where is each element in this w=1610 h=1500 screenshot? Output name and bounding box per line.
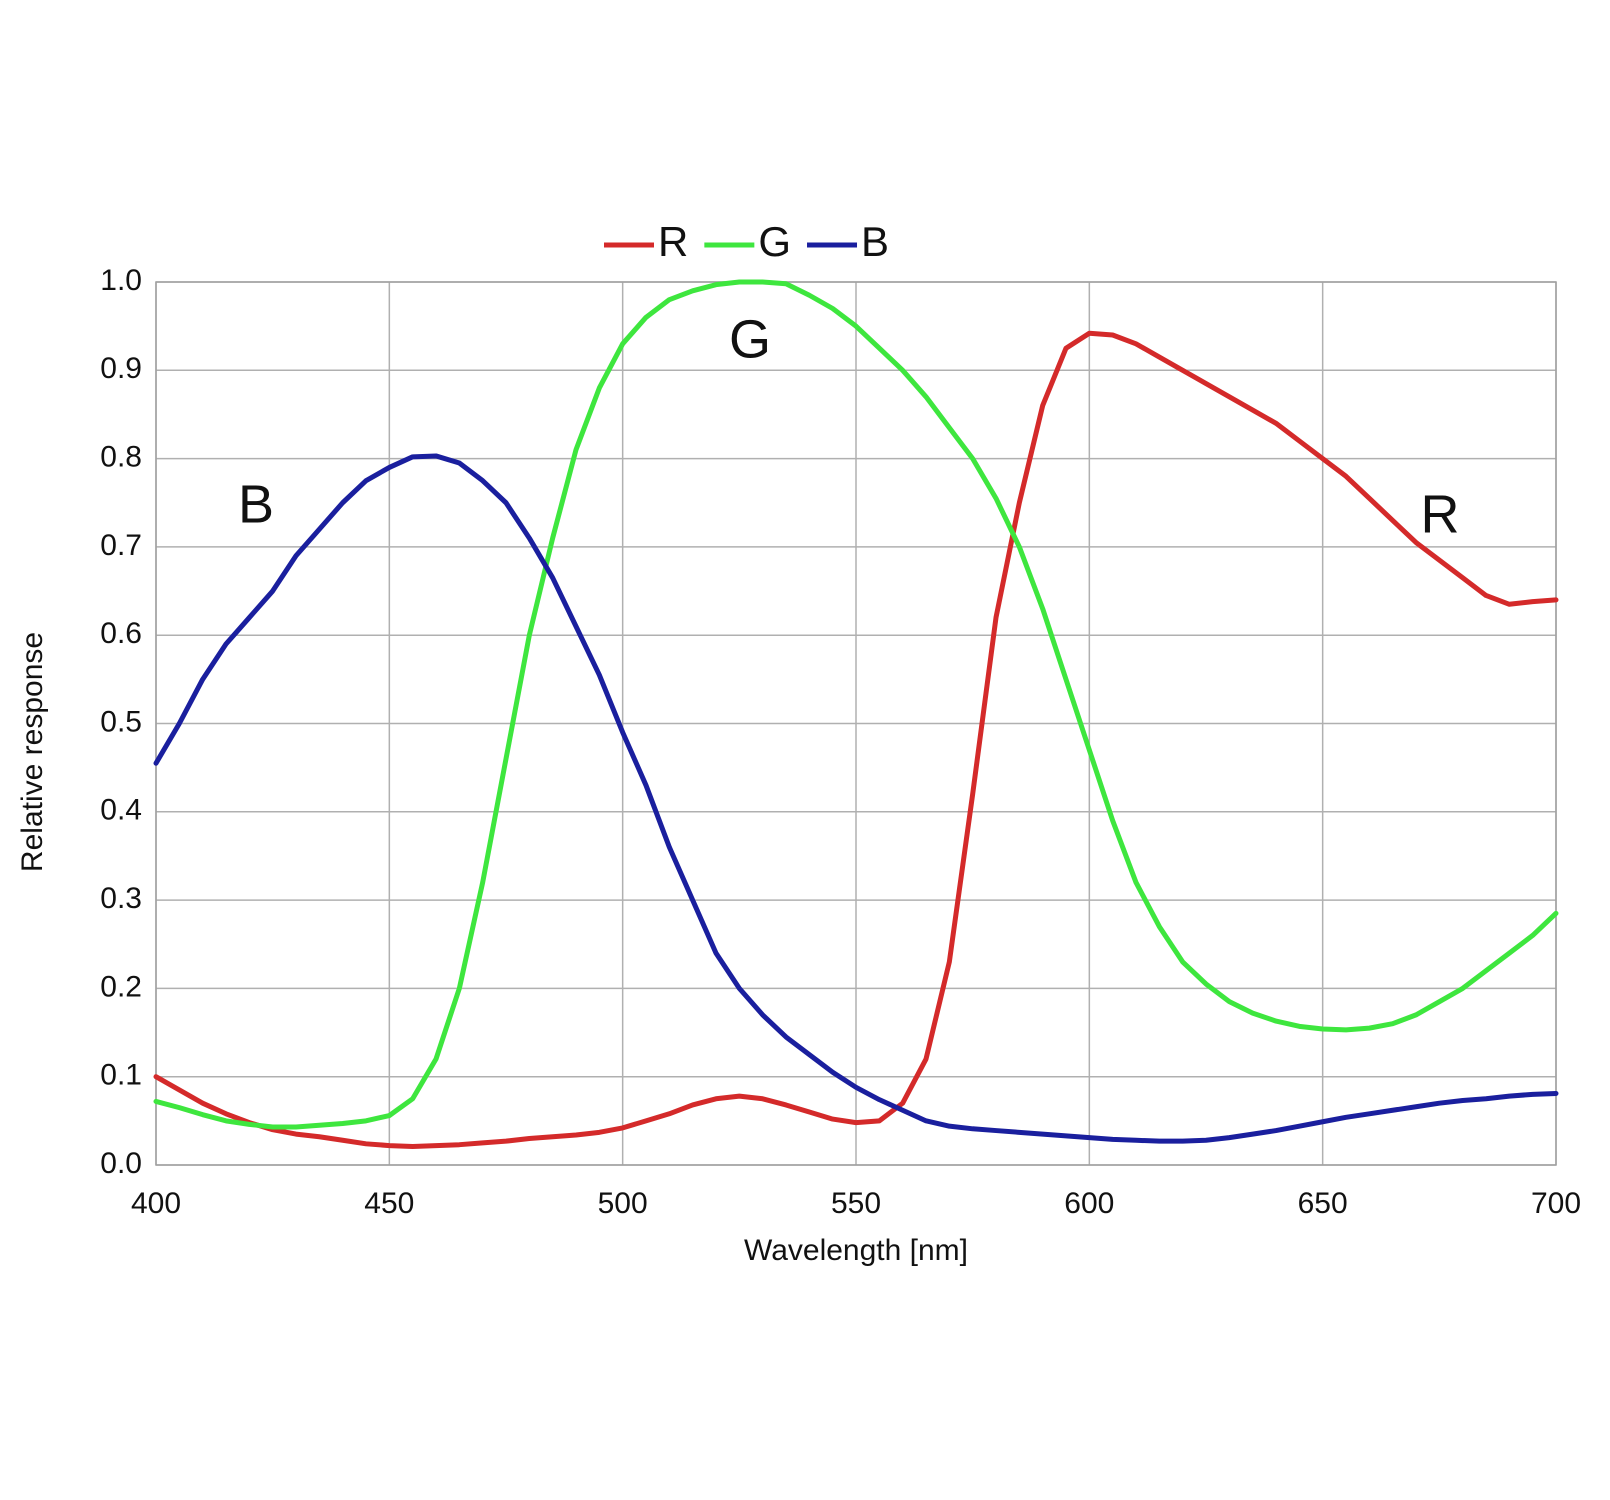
- y-tick-label: 0.2: [100, 970, 142, 1003]
- y-tick-label: 0.7: [100, 529, 142, 562]
- curve-annotation: B: [238, 474, 274, 534]
- x-tick-label: 650: [1298, 1187, 1348, 1220]
- y-tick-label: 0.8: [100, 441, 142, 474]
- plot-frame: [155, 281, 1557, 1166]
- x-tick-label: 500: [598, 1187, 648, 1220]
- legend-label: R: [658, 218, 688, 265]
- x-tick-label: 700: [1531, 1187, 1581, 1220]
- x-axis-title: Wavelength [nm]: [744, 1234, 968, 1267]
- curve-annotation: G: [729, 309, 771, 369]
- data-line: [153, 330, 1559, 1149]
- data-line: [153, 453, 1559, 1144]
- y-tick-label: 0.3: [100, 882, 142, 915]
- x-tick-label: 400: [131, 1187, 181, 1220]
- x-tick-label: 600: [1064, 1187, 1114, 1220]
- x-tick-label: 550: [831, 1187, 881, 1220]
- legend-label: G: [758, 218, 791, 265]
- y-axis-title: Relative response: [16, 632, 49, 872]
- y-tick-label: 0.5: [100, 705, 142, 738]
- legend-label: B: [861, 218, 889, 265]
- y-tick-label: 1.0: [100, 264, 142, 297]
- y-tick-label: 0.9: [100, 352, 142, 385]
- curve-annotation: R: [1421, 484, 1460, 544]
- y-tick-label: 0.1: [100, 1059, 142, 1092]
- y-tick-label: 0.6: [100, 617, 142, 650]
- y-tick-label: 0.4: [100, 794, 142, 827]
- x-tick-label: 450: [364, 1187, 414, 1220]
- y-tick-label: 0.0: [100, 1147, 142, 1180]
- data-line: [153, 279, 1559, 1130]
